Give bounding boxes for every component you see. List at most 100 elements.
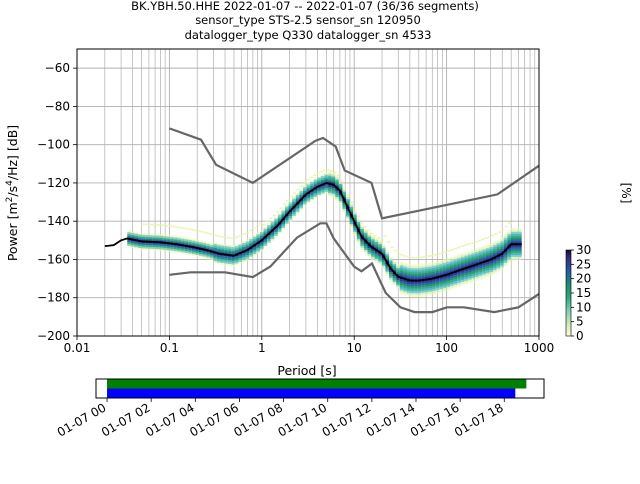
psd-density-cell — [389, 279, 393, 282]
psd-density-cell — [503, 243, 508, 246]
psd-density-cell — [249, 250, 253, 253]
title-line-3: datalogger_type Q330 datalogger_sn 4533 — [185, 28, 432, 42]
psd-density-cell — [256, 232, 260, 235]
psd-density-cell — [270, 233, 275, 236]
psd-density-cell — [399, 263, 404, 266]
psd-density-cell — [428, 281, 433, 285]
psd-density-cell — [159, 233, 164, 236]
psd-density-cell — [471, 251, 476, 254]
psd-density-cell — [435, 287, 440, 291]
psd-density-cell — [510, 239, 515, 242]
psd-density-cell — [518, 229, 522, 233]
psd-density-cell — [503, 251, 508, 254]
psd-density-cell — [514, 258, 519, 261]
psd-density-cell — [457, 261, 461, 265]
psd-density-cell — [432, 290, 436, 293]
psd-density-cell — [442, 264, 447, 268]
psd-density-cell — [363, 251, 368, 254]
psd-density-cell — [184, 246, 189, 250]
psd-density-cell — [202, 256, 207, 259]
psd-density-cell — [500, 268, 504, 271]
psd-density-cell — [493, 243, 497, 246]
y-tick-label: −200 — [37, 329, 70, 343]
psd-density-cell — [181, 240, 185, 243]
psd-density-cell — [249, 238, 253, 242]
psd-density-cell — [374, 252, 379, 256]
x-tick-label: 0.01 — [64, 341, 91, 355]
psd-density-cell — [442, 272, 447, 275]
psd-density-cell — [281, 208, 286, 211]
psd-density-cell — [482, 262, 486, 266]
psd-density-cell — [338, 195, 343, 198]
psd-density-cell — [518, 254, 522, 257]
psd-density-cell — [510, 250, 515, 254]
psd-density-cell — [202, 252, 207, 255]
psd-density-cell — [138, 243, 142, 247]
psd-density-cell — [173, 250, 178, 253]
psd-density-cell — [435, 280, 440, 283]
psd-density-cell — [148, 244, 153, 247]
psd-density-cell — [127, 243, 131, 246]
psd-density-cell — [181, 246, 185, 249]
psd-density-cell — [470, 242, 475, 244]
psd-density-cell — [396, 265, 400, 269]
psd-density-cell — [216, 256, 221, 259]
psd-density-cell — [317, 190, 321, 194]
y-axis-label-part: /s — [5, 186, 20, 197]
psd-density-cell — [289, 195, 293, 198]
psd-density-cell — [374, 241, 379, 244]
psd-density-cell — [151, 223, 156, 226]
psd-density-cell — [216, 242, 221, 246]
psd-density-cell — [460, 256, 465, 259]
psd-density-cell — [209, 248, 214, 251]
psd-density-cell — [389, 277, 393, 280]
psd-density-cell — [424, 263, 429, 266]
psd-density-cell — [496, 258, 501, 261]
psd-density-cell — [320, 191, 325, 194]
psd-density-cell — [295, 211, 300, 215]
psd-density-cell — [482, 253, 486, 256]
psd-plot-frame — [76, 48, 540, 337]
psd-density-cell — [256, 247, 260, 250]
psd-density-cell — [406, 269, 411, 272]
psd-density-cell — [360, 226, 364, 229]
coverage-bar — [107, 388, 516, 398]
psd-density-cell — [496, 241, 501, 244]
psd-density-cell — [295, 194, 300, 197]
psd-density-cell — [227, 257, 232, 261]
psd-density-cell — [467, 269, 472, 272]
psd-density-cell — [141, 236, 146, 239]
psd-density-cell — [446, 261, 450, 265]
psd-density-cell — [518, 246, 522, 250]
psd-density-cell — [338, 187, 343, 190]
psd-density-cell — [432, 275, 436, 278]
psd-density-cell — [292, 211, 296, 215]
psd-density-cell — [134, 246, 139, 250]
psd-density-cell — [385, 269, 390, 272]
psd-density-cell — [138, 232, 142, 235]
y-tick-label: −160 — [37, 252, 70, 266]
psd-density-cell — [206, 247, 210, 250]
psd-density-cell — [496, 243, 501, 246]
psd-density-cell — [471, 268, 476, 271]
psd-density-cell — [367, 236, 372, 239]
psd-density-cell — [215, 235, 219, 237]
psd-density-cell — [453, 272, 458, 275]
psd-density-cell — [453, 278, 458, 281]
psd-density-cell — [392, 275, 397, 278]
psd-density-cell — [367, 238, 372, 241]
psd-density-cell — [396, 273, 400, 276]
psd-density-cell — [213, 245, 217, 248]
psd-density-cell — [450, 248, 455, 251]
psd-density-cell — [165, 224, 169, 227]
psd-density-cell — [256, 239, 260, 243]
psd-density-cell — [453, 285, 458, 289]
psd-density-cell — [518, 248, 522, 252]
psd-density-cell — [220, 256, 225, 260]
psd-density-cell — [471, 277, 476, 281]
psd-density-cell — [406, 284, 411, 288]
psd-density-cell — [514, 229, 519, 233]
psd-density-cell — [242, 240, 246, 244]
psd-density-cell — [166, 238, 171, 241]
psd-density-cell — [346, 212, 350, 215]
